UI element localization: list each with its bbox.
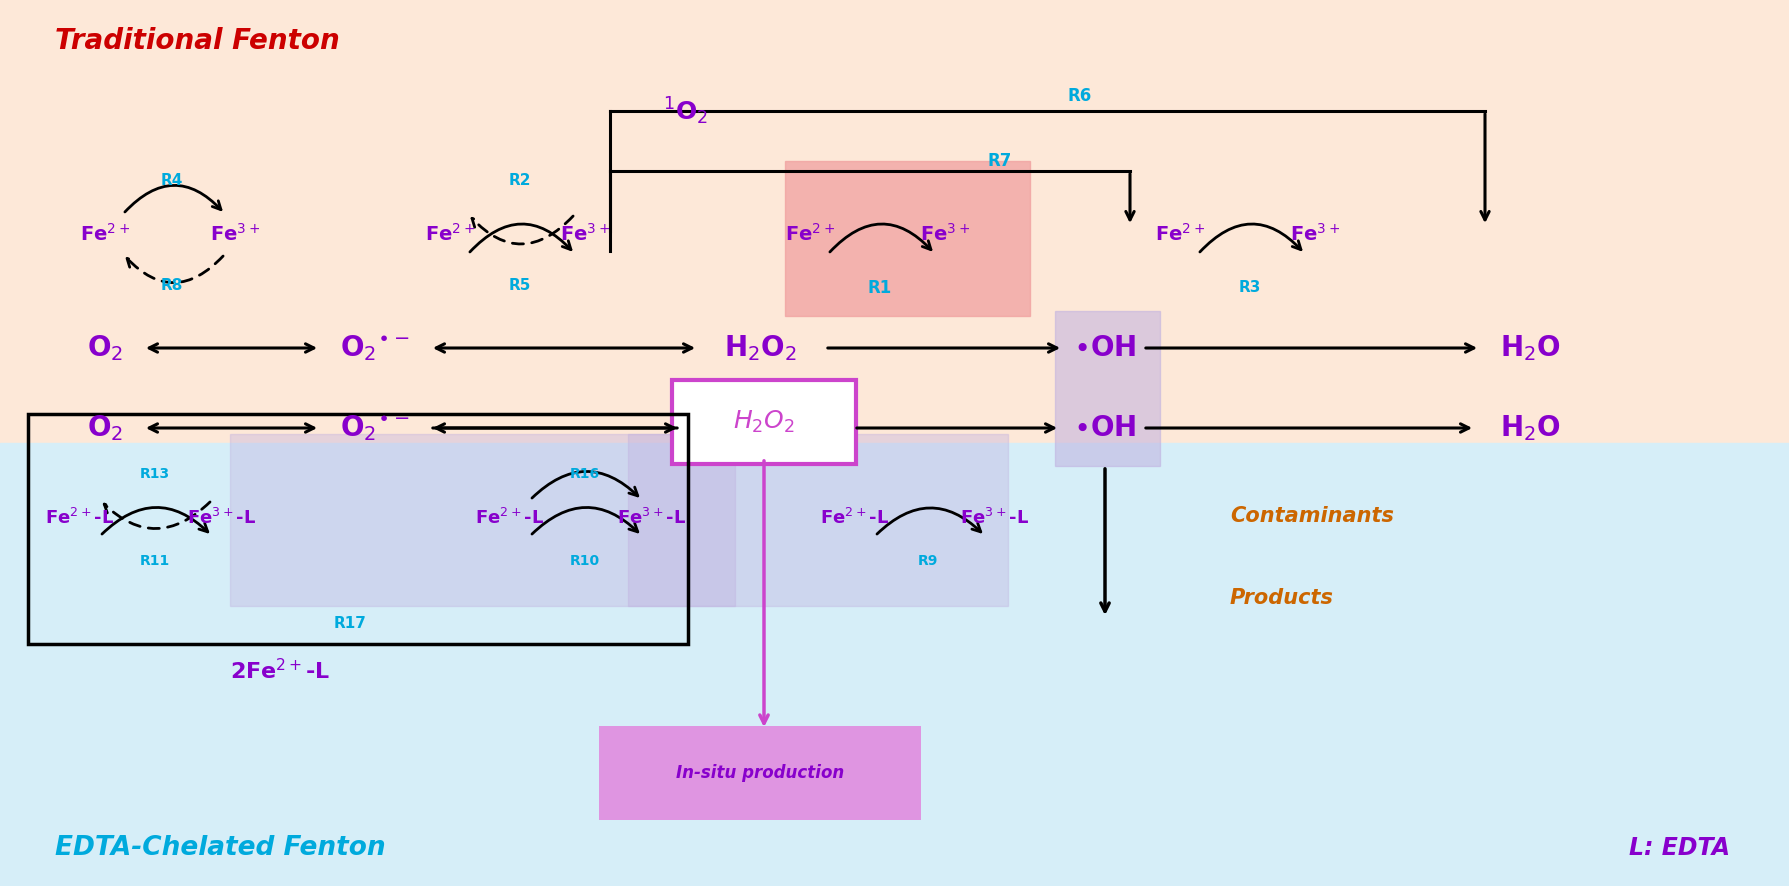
Text: $\bullet$OH: $\bullet$OH [1073, 414, 1136, 442]
Text: EDTA-Chelated Fenton: EDTA-Chelated Fenton [55, 835, 386, 861]
Text: In-situ production: In-situ production [676, 764, 844, 782]
FancyBboxPatch shape [599, 726, 921, 820]
Text: H$_2$O$_2$: H$_2$O$_2$ [723, 333, 796, 363]
Bar [231, 434, 735, 606]
Text: R4: R4 [161, 174, 182, 189]
Text: Fe$^{3+}$-L: Fe$^{3+}$-L [188, 508, 256, 528]
Text: R7: R7 [988, 152, 1013, 170]
Text: Contaminants: Contaminants [1231, 506, 1394, 526]
Text: H$_2$O: H$_2$O [1499, 413, 1560, 443]
Text: L: EDTA: L: EDTA [1630, 836, 1730, 860]
Text: R6: R6 [1068, 87, 1091, 105]
Bar [785, 161, 1030, 316]
Text: 2Fe$^{2+}$-L: 2Fe$^{2+}$-L [229, 658, 331, 684]
Text: R11: R11 [140, 554, 170, 568]
Text: R13: R13 [140, 467, 170, 481]
Text: Fe$^{3+}$: Fe$^{3+}$ [1290, 223, 1340, 245]
Text: Fe$^{2+}$: Fe$^{2+}$ [785, 223, 835, 245]
Text: R2: R2 [508, 174, 531, 189]
Bar [29, 414, 689, 644]
Text: Fe$^{3+}$: Fe$^{3+}$ [560, 223, 610, 245]
Text: Fe$^{2+}$-L: Fe$^{2+}$-L [476, 508, 544, 528]
Text: Fe$^{3+}$-L: Fe$^{3+}$-L [617, 508, 687, 528]
Text: R3: R3 [1238, 281, 1261, 296]
Text: Fe$^{2+}$-L: Fe$^{2+}$-L [821, 508, 889, 528]
Text: R8: R8 [161, 278, 182, 293]
Text: Fe$^{2+}$: Fe$^{2+}$ [1156, 223, 1206, 245]
Text: O$_2$: O$_2$ [88, 333, 123, 363]
Bar [0, 0, 1789, 443]
Text: O$_2$$^{\bullet-}$: O$_2$$^{\bullet-}$ [340, 333, 410, 363]
Bar [628, 434, 1007, 606]
Bar [0, 443, 1789, 886]
Text: R1: R1 [868, 279, 893, 297]
Text: R16: R16 [571, 467, 599, 481]
Text: O$_2$: O$_2$ [88, 413, 123, 443]
Text: $^1$O$_2$: $^1$O$_2$ [662, 96, 707, 127]
Text: Fe$^{2+}$: Fe$^{2+}$ [426, 223, 476, 245]
Text: O$_2$$^{\bullet-}$: O$_2$$^{\bullet-}$ [340, 413, 410, 443]
Text: Fe$^{2+}$-L: Fe$^{2+}$-L [45, 508, 114, 528]
Text: Fe$^{3+}$: Fe$^{3+}$ [920, 223, 970, 245]
Text: $\bullet$OH: $\bullet$OH [1073, 334, 1136, 362]
Text: R10: R10 [571, 554, 599, 568]
Text: Fe$^{3+}$: Fe$^{3+}$ [209, 223, 259, 245]
Bar [1056, 311, 1159, 466]
Text: R5: R5 [508, 278, 531, 293]
Text: R9: R9 [918, 554, 937, 568]
Text: H$_2$O: H$_2$O [1499, 333, 1560, 363]
Text: Fe$^{2+}$: Fe$^{2+}$ [81, 223, 131, 245]
Text: Fe$^{3+}$-L: Fe$^{3+}$-L [961, 508, 1029, 528]
Text: Traditional Fenton: Traditional Fenton [55, 27, 340, 55]
Text: R17: R17 [333, 617, 367, 632]
FancyBboxPatch shape [673, 380, 855, 464]
Text: $\it{H_2O_2}$: $\it{H_2O_2}$ [733, 409, 794, 435]
Text: Products: Products [1231, 588, 1335, 608]
